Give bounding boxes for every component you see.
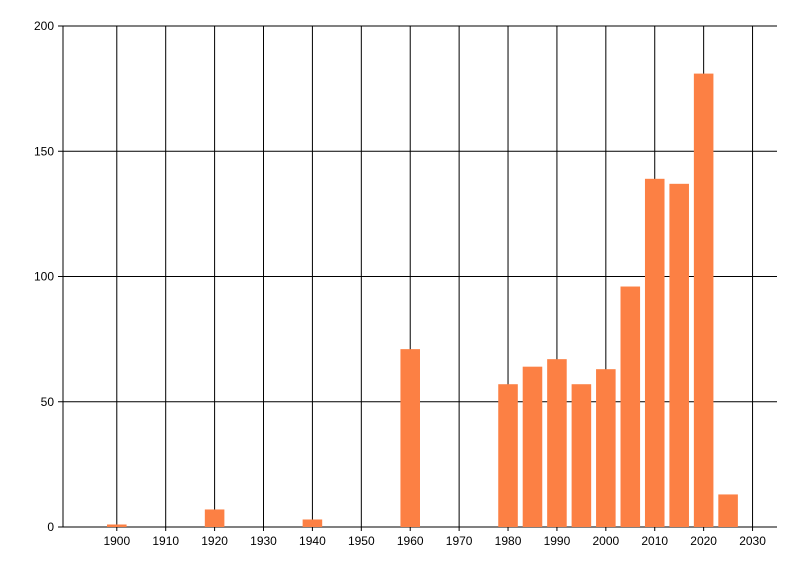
y-tick-label: 50	[41, 395, 55, 409]
x-tick-label: 1930	[250, 534, 277, 548]
bar	[204, 509, 225, 527]
y-tick-label: 150	[34, 144, 54, 158]
bar	[498, 384, 518, 527]
bar	[693, 73, 714, 527]
bar	[669, 183, 689, 527]
x-tick-label: 2010	[641, 534, 668, 548]
bar	[718, 494, 738, 527]
x-tick-label: 1910	[152, 534, 179, 548]
x-tick-label: 1970	[446, 534, 473, 548]
x-tick-label: 2030	[739, 534, 766, 548]
x-tick-label: 1980	[495, 534, 522, 548]
bar	[644, 178, 665, 527]
x-tick-label: 2000	[592, 534, 619, 548]
y-tick-label: 100	[34, 270, 54, 284]
bar	[107, 524, 127, 527]
x-tick-label: 1900	[103, 534, 130, 548]
bar	[302, 519, 323, 527]
bar	[547, 359, 567, 527]
x-tick-label: 1990	[544, 534, 571, 548]
x-tick-label: 1920	[201, 534, 228, 548]
y-tick-label: 0	[47, 520, 54, 534]
bar	[571, 384, 592, 527]
x-tick-label: 1950	[348, 534, 375, 548]
x-tick-label: 2020	[690, 534, 717, 548]
x-tick-label: 1960	[397, 534, 424, 548]
x-tick-label: 1940	[299, 534, 326, 548]
bar	[620, 286, 641, 527]
bar	[522, 366, 543, 527]
y-tick-label: 200	[34, 19, 54, 33]
bar	[400, 349, 420, 527]
bar	[596, 369, 616, 527]
